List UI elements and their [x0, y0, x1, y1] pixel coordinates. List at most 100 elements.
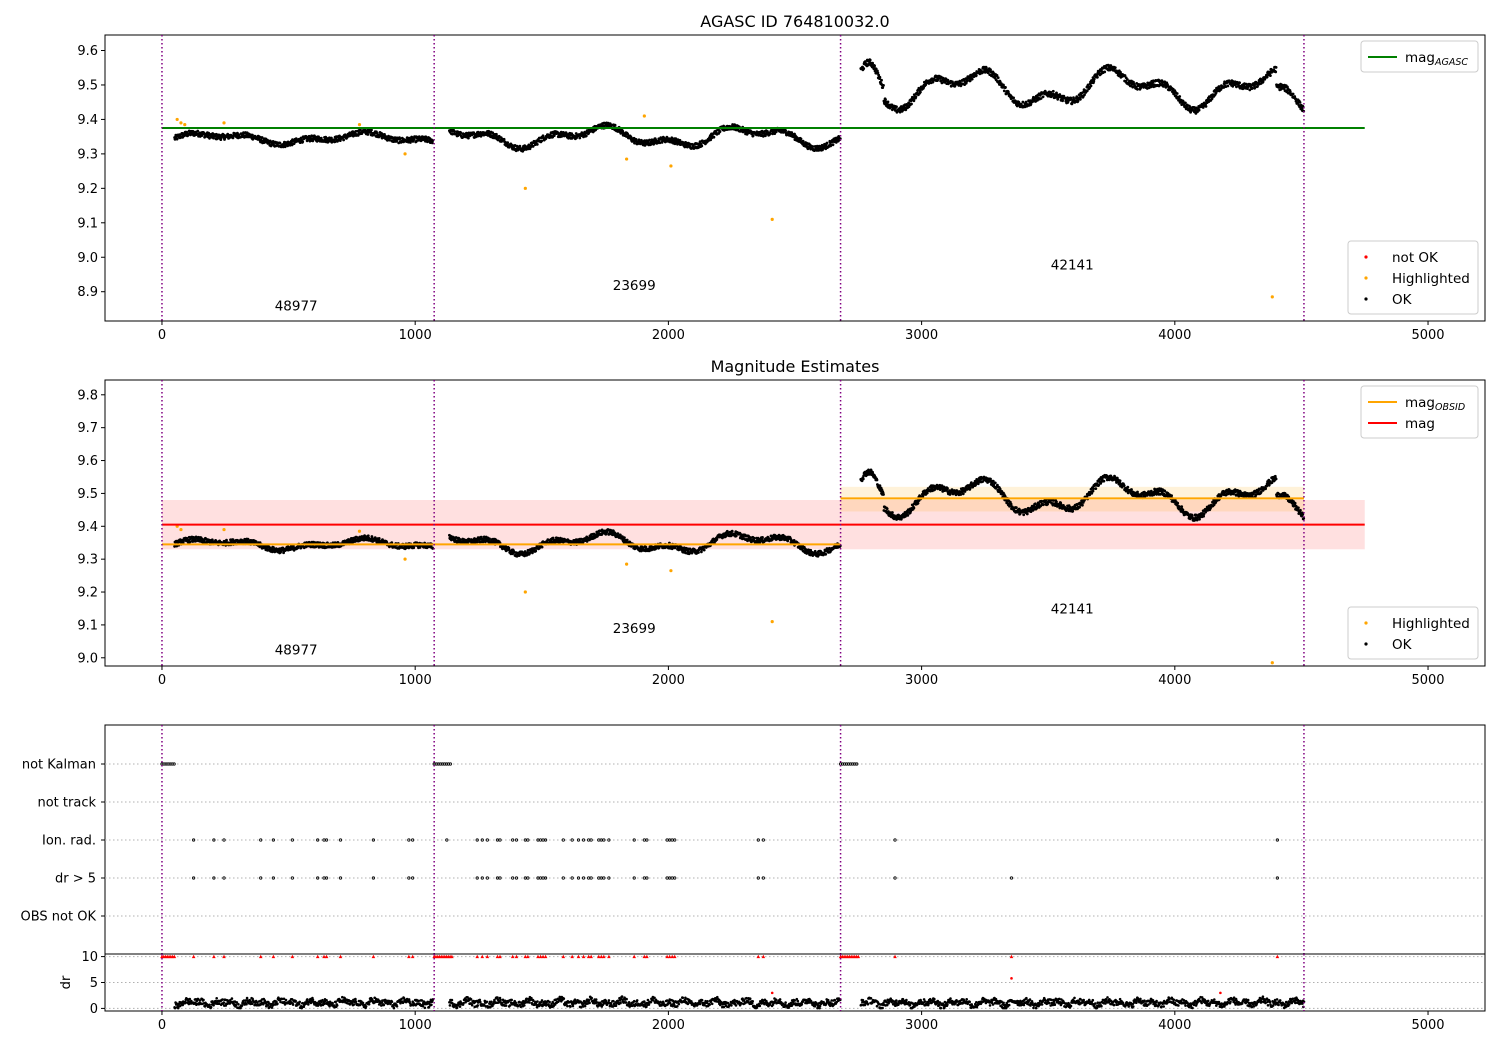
ok-point	[488, 537, 491, 541]
ok-point	[875, 478, 879, 482]
ok-point	[531, 144, 535, 148]
ok-point	[175, 137, 179, 141]
ok-point	[260, 136, 264, 139]
ok-point	[801, 139, 805, 143]
ok-point	[562, 131, 565, 135]
ok-point	[640, 139, 644, 143]
ok-point	[811, 145, 815, 148]
ok-point	[623, 536, 626, 539]
ok-point	[648, 138, 651, 142]
ok-point	[1009, 502, 1013, 506]
ok-point	[1041, 503, 1045, 507]
ok-point	[1071, 509, 1075, 513]
x-tick-label: 4000	[1158, 673, 1191, 688]
ok-point	[891, 511, 894, 514]
ok-point	[688, 142, 692, 146]
ok-point	[907, 105, 911, 109]
ok-point	[1238, 81, 1241, 85]
ok-point	[1250, 86, 1254, 90]
x-tick-label: 5000	[1411, 673, 1444, 688]
ok-point	[697, 551, 700, 554]
ok-point	[877, 73, 881, 77]
y-tick-label: 9.3	[77, 553, 98, 568]
x-tick-label: 2000	[652, 328, 685, 343]
ok-point	[1021, 100, 1025, 104]
ok-point	[751, 134, 755, 138]
ok-point	[515, 144, 519, 148]
ok-point	[658, 141, 662, 145]
ok-point	[799, 137, 803, 141]
ok-point	[959, 493, 963, 496]
legend-label: not OK	[1392, 250, 1439, 266]
ok-point	[1061, 99, 1064, 103]
ok-point	[773, 132, 777, 136]
agasc-magnitude-panel: 0 1000 2000 3000 4000 50008.99.09.19.29.39.49…	[77, 12, 1486, 343]
ok-point	[1113, 66, 1117, 69]
ok-point	[1269, 74, 1272, 77]
ok-point	[876, 71, 880, 75]
ok-point	[824, 552, 828, 556]
y-tick-label: 9.0	[77, 651, 98, 666]
ok-point	[825, 141, 829, 145]
y-tick-label: 9.5	[77, 487, 98, 502]
ok-point	[868, 58, 872, 62]
ok-point	[1135, 82, 1139, 85]
ok-point	[1091, 489, 1095, 493]
legend-label: Highlighted	[1392, 271, 1470, 287]
ok-point	[459, 131, 463, 135]
obsid-label: 42141	[1051, 257, 1094, 273]
ok-point	[315, 139, 319, 143]
ok-point	[968, 486, 972, 490]
y-tick-label: 8.9	[77, 285, 98, 300]
ok-point	[970, 77, 974, 81]
highlighted-point	[179, 121, 183, 125]
y-tick-label: 9.4	[77, 113, 98, 128]
highlighted-point	[403, 152, 407, 156]
y-tick-label: 9.1	[77, 618, 98, 633]
ok-point	[1085, 89, 1089, 93]
ok-points	[173, 58, 1306, 153]
plot-frame	[104, 34, 1486, 322]
ok-point	[924, 83, 928, 87]
ok-point	[495, 132, 498, 136]
ok-point	[1226, 84, 1230, 88]
ok-point	[185, 130, 189, 134]
ok-point	[613, 123, 617, 127]
ok-point	[552, 134, 556, 138]
ok-point	[1178, 95, 1182, 98]
y-tick-label: 9.3	[77, 147, 98, 162]
plot-frame	[104, 379, 1486, 667]
x-tick-label: 0	[158, 673, 166, 688]
ok-point	[950, 84, 953, 88]
ok-point	[881, 86, 885, 89]
ok-point	[996, 76, 1000, 80]
ok-point	[882, 493, 885, 496]
ok-point	[873, 69, 877, 73]
ok-point	[231, 136, 235, 140]
ok-point	[506, 141, 510, 145]
ok-point	[560, 135, 563, 138]
highlighted-point	[183, 122, 187, 127]
ok-point	[518, 144, 522, 148]
ok-point	[502, 137, 506, 141]
ok-point	[584, 134, 588, 138]
legend-marker	[1364, 297, 1368, 301]
ok-point	[1025, 512, 1029, 516]
ok-point	[1123, 74, 1127, 77]
ok-point	[616, 532, 620, 536]
highlighted-point	[1270, 295, 1274, 299]
ok-point	[884, 98, 887, 101]
ok-point	[761, 134, 765, 138]
ok-point	[212, 136, 215, 140]
ok-point	[1181, 100, 1185, 104]
ok-point	[1015, 506, 1018, 509]
ok-point	[1079, 97, 1082, 101]
ok-point	[1298, 101, 1302, 104]
ok-point	[1051, 89, 1055, 93]
ok-point	[674, 137, 678, 141]
highlighted-point	[523, 186, 527, 190]
ok-point	[946, 78, 950, 82]
ok-point	[1041, 95, 1045, 99]
ok-point	[1253, 86, 1256, 90]
